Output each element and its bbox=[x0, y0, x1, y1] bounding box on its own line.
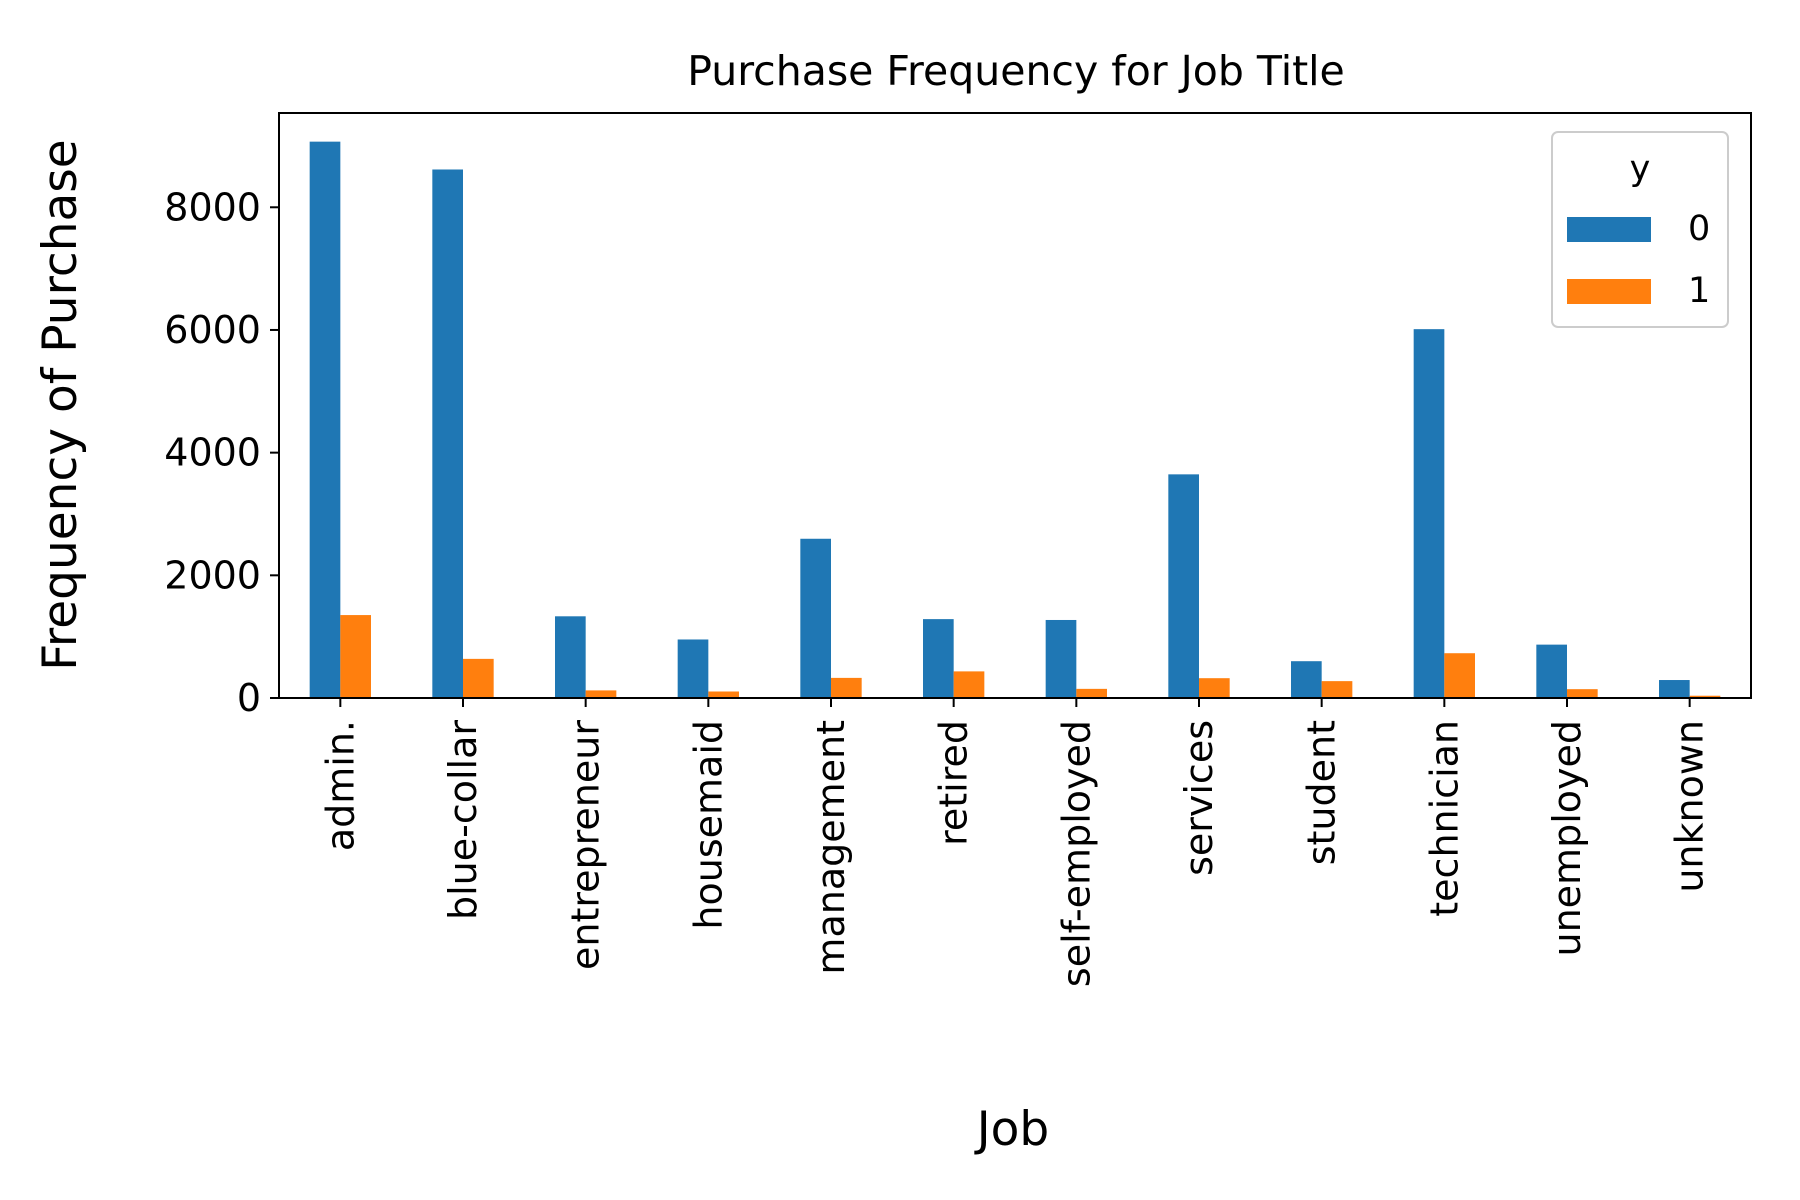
x-tick-label: unemployed bbox=[1545, 720, 1589, 956]
bar-blue-collar-series-1 bbox=[463, 658, 494, 698]
y-tick-label: 2000 bbox=[164, 553, 261, 597]
bar-self-employed-series-1 bbox=[1076, 688, 1107, 698]
bar-retired-series-1 bbox=[953, 671, 985, 698]
x-axis-title: Job bbox=[974, 1102, 1049, 1157]
bar-admin-series-1 bbox=[340, 615, 371, 698]
bars-group bbox=[309, 141, 1721, 699]
legend-label-0: 0 bbox=[1688, 209, 1710, 249]
y-axis-title: Frequency of Purchase bbox=[33, 139, 88, 670]
x-tick-label: blue-collar bbox=[441, 720, 485, 920]
bar-unemployed-series-0 bbox=[1536, 644, 1567, 698]
bar-technician-series-0 bbox=[1413, 329, 1445, 698]
bar-technician-series-1 bbox=[1444, 653, 1475, 698]
y-tick-label: 0 bbox=[237, 676, 261, 720]
bar-student-series-0 bbox=[1291, 661, 1322, 698]
x-tick-label: technician bbox=[1422, 720, 1466, 917]
bar-management-series-1 bbox=[831, 677, 862, 698]
legend-title: y bbox=[1630, 149, 1651, 189]
bar-self-employed-series-0 bbox=[1045, 619, 1077, 698]
bar-blue-collar-series-0 bbox=[432, 169, 463, 699]
bar-entrepreneur-series-1 bbox=[585, 690, 617, 698]
x-tick-label: management bbox=[809, 720, 853, 975]
bar-unknown-series-1 bbox=[1689, 695, 1721, 698]
bar-management-series-0 bbox=[800, 538, 831, 698]
y-tick-label: 4000 bbox=[164, 431, 261, 475]
x-tick-label: admin. bbox=[318, 720, 362, 851]
x-tick-label: housemaid bbox=[686, 720, 730, 930]
x-tick-label: unknown bbox=[1668, 720, 1712, 893]
x-tick-label: self-employed bbox=[1054, 720, 1098, 987]
y-tick-label: 6000 bbox=[164, 308, 261, 352]
legend-swatch-1 bbox=[1567, 279, 1651, 304]
x-axis: admin. blue-collar entrepreneur housemaid ma… bbox=[318, 698, 1712, 987]
y-tick-label: 8000 bbox=[164, 185, 261, 229]
x-tick-label: services bbox=[1177, 720, 1221, 876]
bar-services-series-1 bbox=[1199, 678, 1230, 698]
bar-services-series-0 bbox=[1168, 474, 1199, 698]
bar-retired-series-0 bbox=[923, 619, 954, 698]
legend-label-1: 1 bbox=[1688, 271, 1710, 311]
bar-admin-series-0 bbox=[309, 141, 341, 698]
bar-unemployed-series-1 bbox=[1567, 689, 1598, 698]
legend: y 0 1 bbox=[1551, 131, 1729, 328]
bar-housemaid-series-1 bbox=[708, 691, 739, 698]
x-tick-label: entrepreneur bbox=[564, 720, 608, 970]
x-tick-label: retired bbox=[932, 720, 976, 846]
bar-entrepreneur-series-0 bbox=[555, 616, 586, 698]
legend-swatch-0 bbox=[1567, 217, 1651, 242]
bar-housemaid-series-0 bbox=[677, 639, 709, 698]
bar-student-series-1 bbox=[1321, 681, 1353, 698]
y-axis: 0 2000 4000 6000 8000 bbox=[164, 185, 279, 720]
x-tick-label: student bbox=[1300, 720, 1344, 865]
plot-frame bbox=[278, 112, 1752, 699]
chart-title: Purchase Frequency for Job Title bbox=[687, 47, 1345, 95]
bar-unknown-series-0 bbox=[1659, 680, 1690, 698]
